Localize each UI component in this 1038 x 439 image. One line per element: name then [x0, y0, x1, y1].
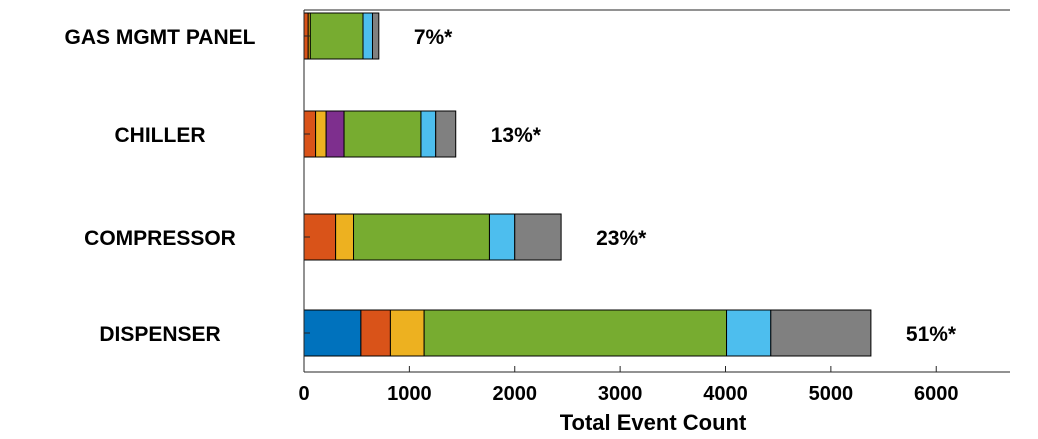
x-axis-title: Total Event Count — [560, 410, 747, 435]
bars-layer — [303, 12, 872, 357]
bar-segment — [726, 309, 772, 357]
percent-labels-layer: 7%* 13%* 23%* 51%* — [414, 26, 957, 346]
bar-segment — [420, 110, 437, 158]
x-tick-label: 4000 — [703, 383, 748, 405]
bar-segment — [309, 12, 364, 60]
bar-segment — [353, 213, 490, 261]
bar-segment — [371, 12, 380, 60]
bar-segment — [770, 309, 872, 357]
percent-label: 7%* — [414, 26, 453, 49]
bar-segment — [423, 309, 728, 357]
category-label: CHILLER — [115, 124, 206, 147]
x-tick-label: 3000 — [598, 383, 643, 405]
x-tick-label: 2000 — [492, 383, 537, 405]
axes-layer — [303, 9, 1010, 373]
bar-segment — [488, 213, 516, 261]
category-label: COMPRESSOR — [84, 227, 236, 250]
bar-segment — [360, 309, 391, 357]
bar-segment — [362, 12, 373, 60]
bar-segment — [325, 110, 345, 158]
x-tick-label: 6000 — [914, 383, 959, 405]
category-label: GAS MGMT PANEL — [65, 26, 256, 49]
percent-label: 23%* — [596, 227, 647, 250]
bar-segment — [303, 309, 362, 357]
x-ticks-layer: 0 1000 2000 3000 4000 5000 6000 — [298, 366, 958, 405]
x-tick-label: 5000 — [809, 383, 854, 405]
category-label: DISPENSER — [99, 323, 220, 346]
bar-segment — [435, 110, 457, 158]
percent-label: 13%* — [491, 124, 542, 147]
percent-label: 51%* — [906, 323, 957, 346]
x-tick-label: 0 — [298, 383, 309, 405]
bar-segment — [389, 309, 425, 357]
bar-segment — [315, 110, 327, 158]
category-labels-layer: GAS MGMT PANEL CHILLER COMPRESSOR DISPENSER — [65, 26, 256, 346]
bar-segment — [335, 213, 355, 261]
x-tick-label: 1000 — [387, 383, 432, 405]
bar-segment — [514, 213, 562, 261]
bar-segment — [343, 110, 422, 158]
